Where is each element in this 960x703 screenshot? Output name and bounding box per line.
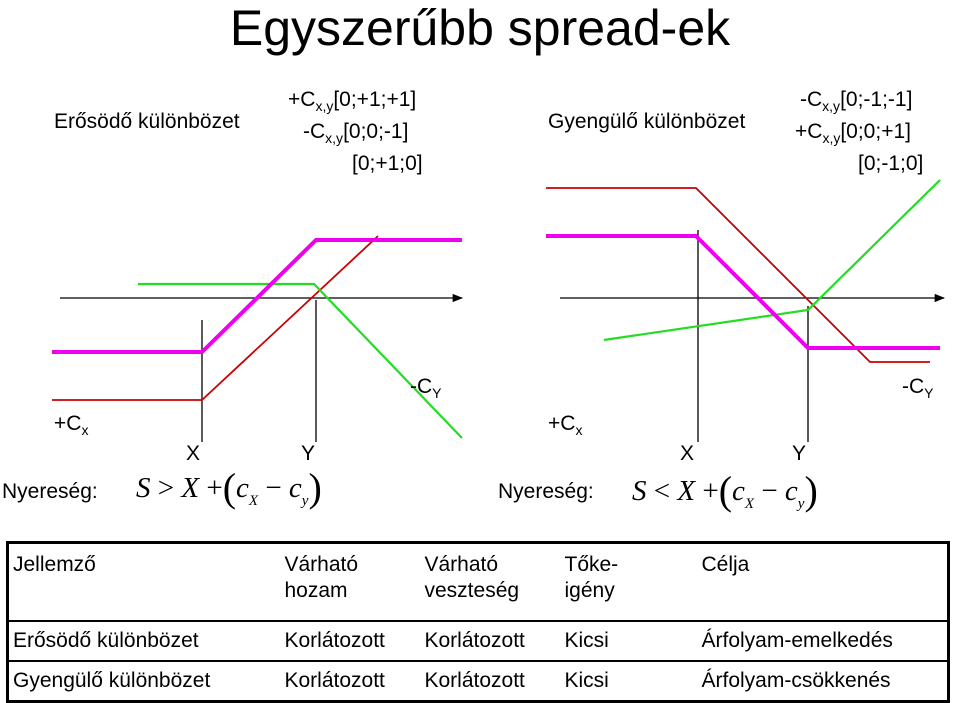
table-header-cell: Várható hozam [284, 553, 359, 602]
table-row: Gyengülő különbözet Korlátozott Korlátoz… [7, 660, 949, 702]
bull-profit-formula: S > X +(cX − cy) [136, 465, 322, 510]
bull-position-total: [0;+1;0] [352, 152, 423, 175]
table-cell: Gyengülő különbözet [7, 660, 281, 702]
table-header-cell: Célja [701, 553, 750, 576]
table-cell: Árfolyam-emelkedés [697, 620, 949, 661]
bull-short-call-label: -CY [410, 375, 442, 401]
table-header-row: Jellemző Várható hozam Várható veszteség T… [8, 543, 949, 622]
bear-strike-y-label: Y [792, 442, 807, 465]
bull-long-call-label: +Cx [54, 412, 89, 438]
bear-profit-label: Nyereség: [498, 480, 594, 503]
table-cell: Korlátozott [280, 620, 421, 661]
table-cell: Korlátozott [280, 660, 421, 702]
bull-spread-name: Erősödő különbözet [54, 110, 240, 133]
bear-short-call-label: -CY [902, 375, 934, 401]
bear-spread-line [546, 234, 940, 350]
table-cell: Korlátozott [420, 660, 561, 702]
bull-position-1: +Cx,y[0;+1;+1] [288, 88, 417, 114]
bear-position-1: -Cx,y[0;-1;-1] [800, 88, 913, 114]
bear-short-call-line [603, 179, 941, 342]
bull-spread-diagram [52, 235, 464, 442]
bull-spread-line [52, 238, 462, 354]
bear-profit-formula: S < X +(cX − cy) [632, 468, 818, 513]
bear-strike-x-label: X [680, 442, 695, 465]
bull-long-call-line [52, 235, 379, 401]
payoff-diagrams [52, 179, 946, 442]
bull-strike-y-label: Y [301, 442, 316, 465]
bear-long-call-label: +Cx [548, 412, 583, 438]
bear-position-2: +Cx,y[0;0;+1] [795, 120, 911, 146]
bull-profit-label: Nyereség: [2, 480, 98, 503]
table-cell: Kicsi [560, 660, 698, 702]
table-row: Erősödő különbözet Korlátozott Korlátozo… [7, 620, 949, 661]
table-cell: Kicsi [560, 620, 698, 661]
bear-spread-name: Gyengülő különbözet [548, 110, 746, 133]
bear-long-call-line [546, 187, 930, 363]
table-header-cell: Jellemző [13, 553, 96, 576]
table-cell: Korlátozott [420, 620, 561, 661]
bear-spread-diagram [546, 179, 946, 442]
bull-position-2: -Cx,y[0;0;-1] [303, 120, 409, 146]
bear-position-total: [0;-1;0] [858, 152, 924, 175]
page-title: Egyszerűbb spread-ek [229, 0, 731, 56]
table-header-cell: Várható veszteség [424, 553, 520, 602]
features-table: Jellemző Várható hozam Várható veszteség T… [6, 541, 950, 703]
bull-strike-x-label: X [186, 442, 201, 465]
table-header-cell: Tőke-igény [564, 553, 619, 602]
table-cell: Árfolyam-csökkenés [697, 660, 949, 702]
table-cell: Erősödő különbözet [7, 620, 281, 661]
bull-short-call-line [138, 282, 463, 439]
